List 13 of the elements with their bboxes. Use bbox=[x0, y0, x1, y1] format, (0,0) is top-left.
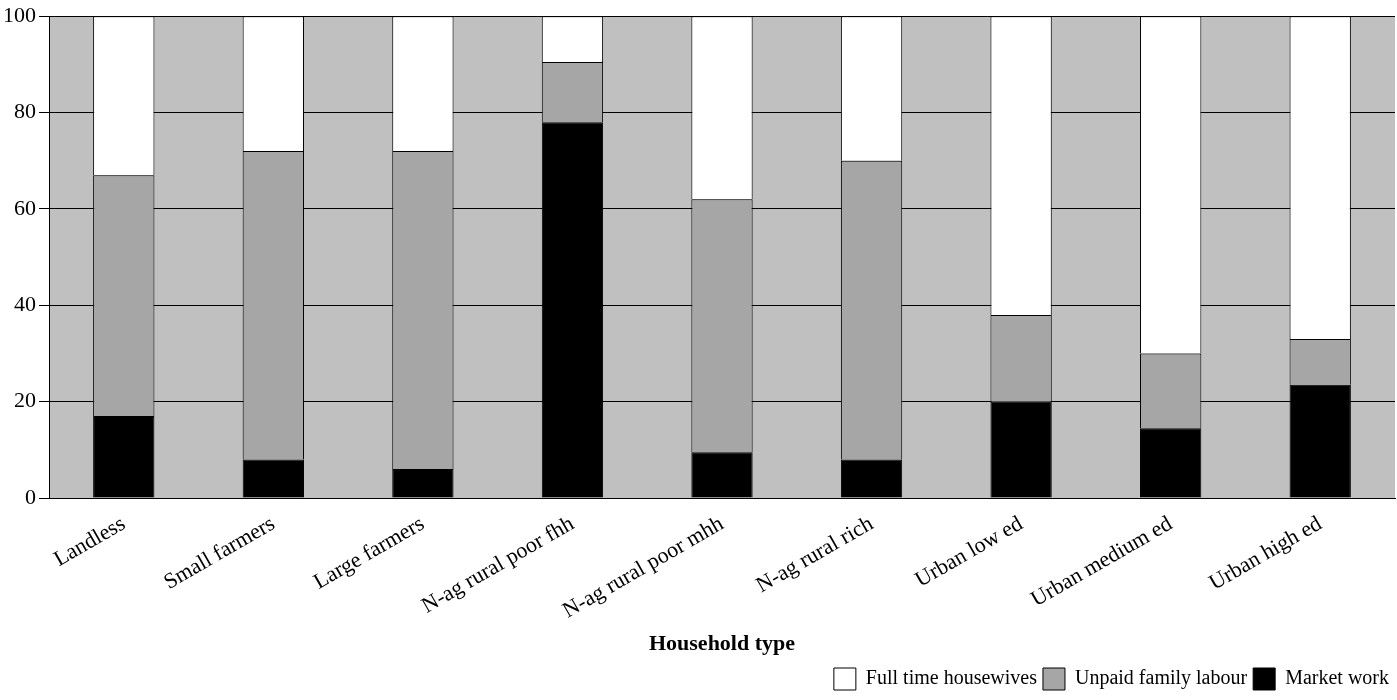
y-tick-label: 80 bbox=[14, 98, 36, 124]
x-tick-label: Urban low ed bbox=[910, 510, 1027, 592]
y-tick-label: 20 bbox=[14, 387, 36, 413]
y-tick-label: 60 bbox=[14, 194, 36, 220]
x-tick-label: Urban high ed bbox=[1204, 510, 1326, 595]
legend-label: Unpaid family labour bbox=[1074, 666, 1248, 690]
y-tick-label: 0 bbox=[25, 483, 36, 509]
legend-label: Market work bbox=[1285, 666, 1389, 689]
x-axis-title: Household type bbox=[648, 630, 796, 656]
y-tick-label: 100 bbox=[3, 1, 36, 27]
legend-label: Full time housewives bbox=[865, 666, 1038, 689]
y-tick-label: 40 bbox=[14, 291, 36, 317]
x-tick-label: N-ag rural rich bbox=[751, 510, 877, 598]
